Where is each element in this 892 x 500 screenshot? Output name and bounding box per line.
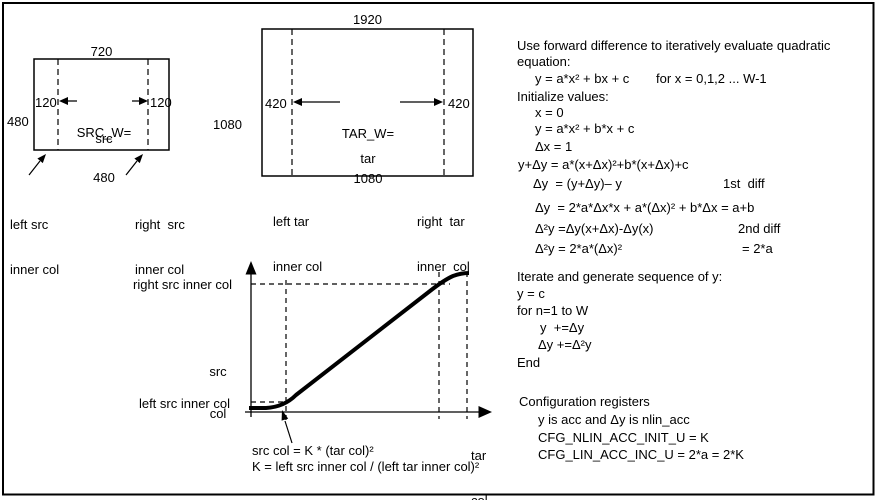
tar-left-margin-label: 420: [265, 96, 287, 111]
tar-right-callout-line1: right tar: [417, 214, 465, 229]
equation-line: Δx = 1: [535, 139, 573, 154]
graph-x-axis-name: tar col: [471, 418, 488, 500]
src-left-callout-line1: left src: [10, 217, 49, 232]
tar-left-callout-line2: inner col: [273, 259, 323, 274]
tar-width-center-label: TAR_W= 1080: [336, 96, 400, 216]
equation-line: Δ²y =Δy(x+Δx)-Δy(x): [535, 221, 654, 236]
tar-box-name: tar: [360, 151, 376, 166]
equation-line: y = a*x² + b*x + c: [535, 121, 635, 136]
equation-line: y = a*x² + bx + c: [535, 71, 630, 86]
formula-callout-arrowhead: [281, 410, 289, 421]
src-inner-col-dashed-lines: [57, 59, 149, 150]
src-box-shapes: [28, 58, 170, 176]
graph-y-axis-name-line1: src: [209, 364, 227, 379]
tar-width-label-line2: 1080: [353, 171, 383, 186]
src-right-callout-line2: inner col: [135, 262, 185, 277]
tar-box-outline: [261, 28, 474, 177]
graph-x-axis-name-line1: tar: [471, 448, 487, 463]
src-callout-arrow-lines: [28, 160, 138, 176]
equation-note: for x = 0,1,2 ... W-1: [656, 71, 767, 86]
src-right-callout-label: right src inner col: [135, 187, 185, 307]
graph-y-bottom-label: left src inner col: [138, 396, 230, 411]
iterate-line: for n=1 to W: [517, 303, 589, 318]
equation-line: y+Δy = a*(x+Δx)²+b*(x+Δx)+c: [518, 157, 689, 172]
formula-callout-arrow-line: [284, 420, 293, 444]
equation-note: 1st diff: [723, 176, 765, 191]
equation-line: Δy = (y+Δy)– y: [533, 176, 622, 191]
src-width-center-label: SRC_W= 480: [72, 95, 136, 215]
src-left-callout-label: left src inner col: [10, 187, 59, 307]
tar-right-callout-line2: inner col: [417, 259, 470, 274]
tar-inner-col-dashed-lines: [291, 29, 445, 176]
src-right-margin-label: 120: [150, 95, 172, 110]
equation-line: Use forward difference to iteratively ev…: [517, 38, 831, 53]
tar-width-label-line1: TAR_W=: [341, 126, 395, 141]
tar-left-callout-label: left tar inner col: [273, 184, 322, 304]
src-box-outline: [33, 58, 170, 151]
config-line: y is acc and Δy is nlin_acc: [538, 412, 690, 427]
graph-x-axis-name-line2: col: [471, 493, 488, 500]
tar-left-callout-line1: left tar: [273, 214, 310, 229]
graph-y-axis-name: src col: [204, 337, 232, 449]
config-line: CFG_NLIN_ACC_INIT_U = K: [538, 430, 709, 445]
graph-formula-line1: src col = K * (tar col)²: [252, 443, 374, 458]
tar-left-height-label: 1080: [213, 117, 242, 132]
tar-box-shapes: [261, 28, 474, 177]
x-axis-arrowhead: [478, 406, 492, 418]
src-left-height-label: 480: [7, 114, 29, 129]
equation-line: x = 0: [535, 105, 564, 120]
graph-formula-line2: K = left src inner col / (left tar inner…: [252, 459, 480, 474]
equation-line: Δy = 2*a*Δx*x + a*(Δx)² + b*Δx = a+b: [535, 200, 755, 215]
tar-right-margin-label: 420: [448, 96, 470, 111]
src-left-callout-line2: inner col: [10, 262, 60, 277]
equation-line: Δ²y = 2*a*(Δx)²: [535, 241, 623, 256]
src-top-width-label: 720: [90, 44, 113, 59]
graph-y-top-label: right src inner col: [133, 277, 232, 292]
graph-y-axis-name-line2: col: [209, 406, 227, 421]
tar-right-callout-label: right tar inner col: [417, 184, 470, 304]
equation-note: 2nd diff: [738, 221, 781, 236]
iterate-line: Iterate and generate sequence of y:: [517, 269, 723, 284]
src-width-label-line1: SRC_W=: [76, 125, 132, 140]
iterate-line: y = c: [517, 286, 545, 301]
config-line: Configuration registers: [519, 394, 650, 409]
equation-line: equation:: [517, 54, 571, 69]
equation-note: = 2*a: [742, 241, 773, 256]
src-width-arrowheads: [59, 97, 148, 105]
iterate-line: End: [517, 355, 541, 370]
iterate-line: y +=Δy: [540, 320, 585, 335]
src-width-label-line2: 480: [93, 170, 115, 185]
config-line: CFG_LIN_ACC_INC_U = 2*a = 2*K: [538, 447, 744, 462]
mapping-curve: [249, 271, 470, 410]
equation-line: Initialize values:: [517, 89, 609, 104]
src-box-name: src: [95, 131, 113, 146]
outer-border: [2, 2, 875, 496]
graph-shapes: [245, 261, 492, 444]
tar-top-width-label: 1920: [353, 12, 382, 27]
iterate-line: Δy +=Δ²y: [538, 337, 592, 352]
y-axis-arrowhead: [245, 261, 257, 275]
src-right-callout-line1: right src: [135, 217, 185, 232]
src-left-margin-label: 120: [35, 95, 57, 110]
